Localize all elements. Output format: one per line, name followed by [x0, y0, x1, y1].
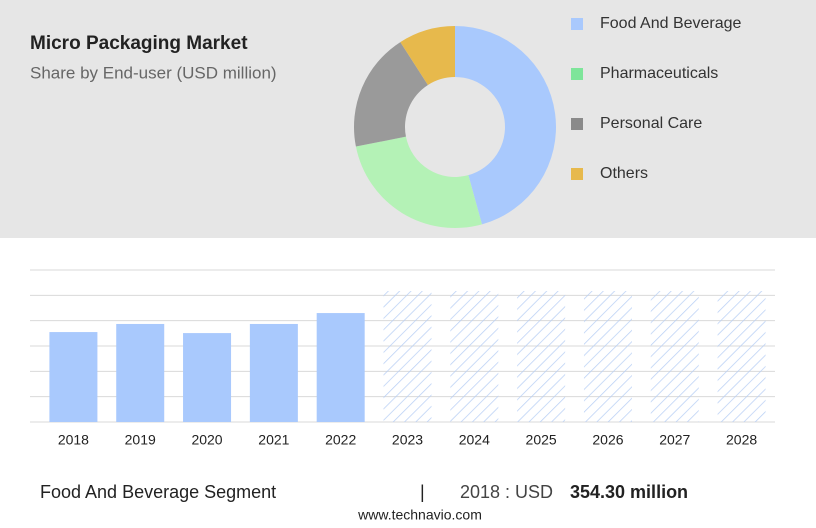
chart-title: Micro Packaging Market [30, 33, 248, 54]
forecast-placeholder [517, 291, 566, 422]
footer-separator: | [420, 482, 425, 502]
forecast-placeholder [450, 291, 499, 422]
legend: Food And Beverage Pharmaceuticals Personal… [571, 15, 742, 182]
bar [49, 332, 98, 422]
legend-swatch [571, 68, 583, 80]
forecast-placeholder [650, 291, 699, 422]
bar [116, 323, 165, 422]
x-tick-label: 2028 [726, 432, 757, 448]
x-tick-label: 2025 [526, 432, 557, 448]
x-tick-label: 2027 [659, 432, 690, 448]
legend-label: Others [600, 165, 648, 182]
legend-swatch [571, 18, 583, 30]
legend-swatch [571, 168, 583, 180]
forecast-placeholder [717, 291, 766, 422]
x-tick-label: 2020 [191, 432, 222, 448]
x-tick-label: 2026 [592, 432, 623, 448]
bar-chart: 2018 2019 2020 2021 2022 2023 2024 2025 2026 2027… [30, 269, 775, 448]
donut-slice [354, 42, 428, 147]
bar [249, 323, 298, 422]
x-tick-label: 2018 [58, 432, 89, 448]
bar [183, 333, 232, 422]
x-tick-label: 2023 [392, 432, 423, 448]
legend-label: Food And Beverage [600, 15, 742, 32]
legend-label: Personal Care [600, 115, 702, 132]
donut-slice [355, 136, 482, 228]
donut-slice [455, 26, 556, 225]
x-tick-label: 2019 [125, 432, 156, 448]
x-tick-label: 2024 [459, 432, 490, 448]
x-tick-label: 2021 [258, 432, 289, 448]
legend-swatch [571, 118, 583, 130]
x-tick-label: 2022 [325, 432, 356, 448]
footer-year: 2018 : USD [460, 482, 553, 502]
bar [316, 313, 365, 422]
footer-segment: Food And Beverage Segment [40, 482, 276, 502]
chart-subtitle: Share by End-user (USD million) [30, 63, 277, 82]
donut [354, 26, 556, 228]
donut-slice [400, 26, 455, 85]
legend-label: Pharmaceuticals [600, 65, 718, 82]
source: www.technavio.com [357, 507, 482, 523]
forecast-placeholder [383, 291, 432, 422]
footer-value: 354.30 million [570, 482, 688, 502]
forecast-placeholder [583, 291, 632, 422]
